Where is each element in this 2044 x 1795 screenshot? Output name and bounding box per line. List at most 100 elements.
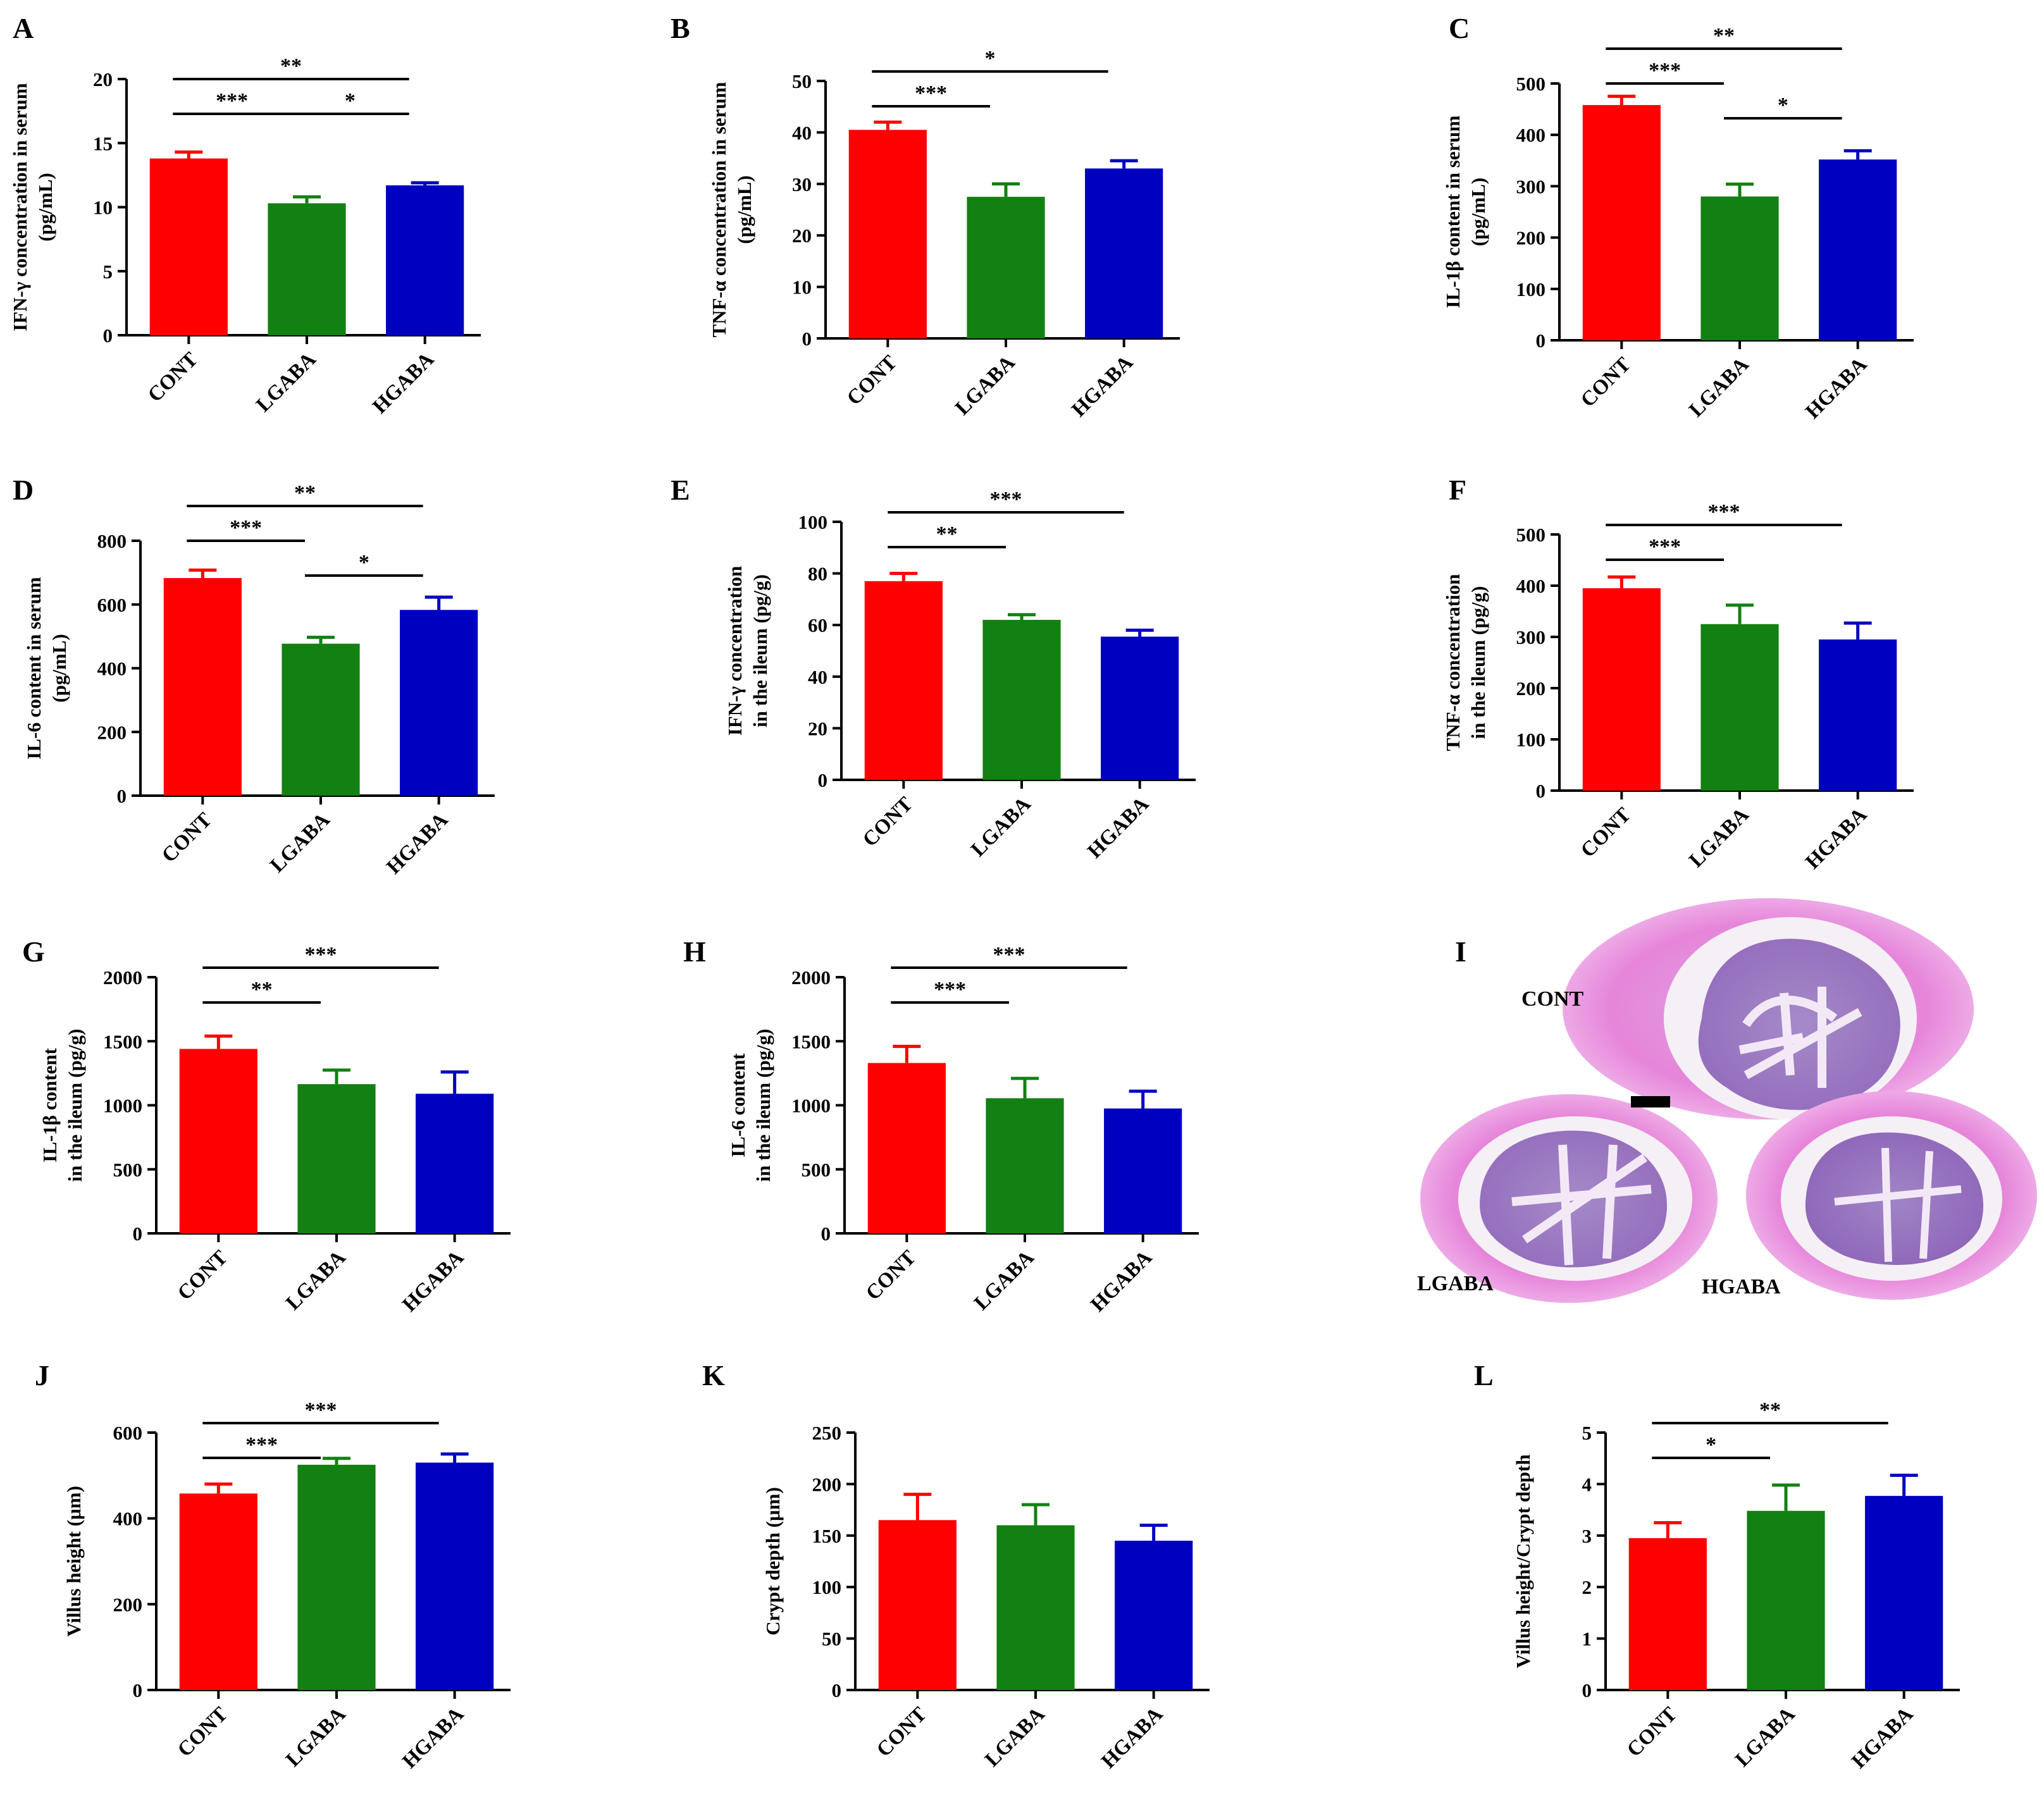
x-tick-label: HGABA: [1801, 353, 1871, 423]
y-tick-label: 300: [1516, 626, 1546, 648]
bar-lgaba: [986, 1098, 1064, 1233]
x-tick-label: HGABA: [368, 348, 438, 418]
bar-cont: [867, 1063, 946, 1233]
bar-cont: [878, 1520, 957, 1690]
bar-lgaba: [282, 643, 360, 796]
bar-lgaba: [268, 203, 346, 335]
significance-label: ***: [245, 1433, 278, 1457]
y-tick-label: 200: [113, 1593, 143, 1615]
y-tick-label: 0: [1582, 1679, 1592, 1701]
x-tick-label: LGABA: [1685, 353, 1754, 422]
significance-label: ***: [934, 978, 966, 1001]
bar-hgaba: [416, 1094, 494, 1233]
bar-cont: [179, 1493, 257, 1690]
y-tick-label: 20: [93, 68, 113, 90]
y-axis-label-line: TNF-α concentration: [1442, 574, 1464, 751]
y-axis-label-line: IL-1β content in serum: [1442, 115, 1464, 308]
panel-letter-F: F: [1449, 474, 1466, 506]
histology-panel: I CONT LGABA HGABA: [1417, 898, 2037, 1303]
y-tick-label: 150: [812, 1525, 842, 1547]
y-tick-label: 40: [792, 121, 812, 144]
y-axis-label-line: IFN-γ concentration in serum: [9, 83, 31, 331]
y-tick-label: 1000: [103, 1095, 142, 1117]
y-axis-label: Villus height/Crypt depth: [1512, 1454, 1534, 1668]
bar-lgaba: [297, 1084, 376, 1233]
chart-B: B 0 10 20 30 40 50 TNF-α concentration in serum…: [671, 12, 1180, 421]
chart-E: E 0 20 40 60 80 100 IFN-γ concentration in the i…: [671, 474, 1196, 863]
significance-label: **: [251, 978, 273, 1001]
significance-label: ***: [305, 1398, 337, 1422]
bar-hgaba: [1865, 1496, 1943, 1690]
bar-hgaba: [386, 185, 464, 335]
bar-lgaba: [996, 1525, 1075, 1690]
y-axis-label: IL-1β content in serum (pg/mL): [1442, 115, 1489, 308]
bar-cont: [848, 130, 927, 338]
bar-hgaba: [400, 610, 478, 796]
y-axis-label-line: in the ileum (pg/g): [749, 574, 771, 727]
y-tick-label: 100: [1516, 729, 1546, 751]
x-tick-label: CONT: [862, 1246, 920, 1305]
significance-label: ***: [230, 516, 262, 540]
y-axis-label-line: Villus height (μm): [63, 1486, 85, 1637]
y-tick-label: 200: [812, 1473, 842, 1495]
significance-label: ***: [990, 488, 1022, 511]
y-tick-label: 250: [812, 1422, 842, 1444]
y-tick-label: 1500: [103, 1030, 142, 1052]
y-axis-label: IFN-γ concentration in serum (pg/mL): [9, 83, 56, 331]
histology-cross-section-lgaba: LGABA: [1417, 1094, 1718, 1303]
y-tick-label: 2: [1582, 1576, 1592, 1598]
y-tick-label: 1000: [791, 1095, 831, 1117]
x-tick-label: LGABA: [967, 793, 1036, 861]
y-tick-label: 300: [1516, 175, 1546, 197]
y-axis-label-line: IL-6 content in serum: [23, 577, 45, 760]
y-tick-label: 50: [822, 1628, 841, 1650]
chart-L: L 0 1 2 3 4 5 Villus height/Crypt depth CONT LGAB…: [1474, 1359, 1960, 1773]
chart-J: J 0 200 400 600 Villus height (μm) CONT LGABA HG…: [35, 1359, 511, 1773]
x-tick-label: CONT: [158, 808, 216, 867]
y-tick-label: 0: [802, 328, 812, 350]
bar-cont: [179, 1049, 257, 1233]
y-axis-label-line: in the ileum (pg/g): [64, 1029, 86, 1182]
bar-hgaba: [1819, 159, 1897, 340]
histology-cross-section-hgaba: HGABA: [1702, 1091, 2037, 1300]
y-axis-label: TNF-α concentration in the ileum (pg/g): [1442, 574, 1489, 751]
y-tick-label: 10: [93, 197, 113, 219]
x-tick-label: LGABA: [970, 1246, 1039, 1315]
y-tick-label: 0: [818, 769, 828, 791]
x-tick-label: LGABA: [282, 1703, 350, 1772]
y-tick-label: 80: [808, 563, 827, 585]
y-axis-label-line: TNF-α concentration in serum: [708, 82, 730, 337]
chart-G: G 0 500 1000 1500 2000 IL-1β content in the ile…: [22, 935, 511, 1316]
bar-hgaba: [1819, 639, 1897, 791]
panel-letter-K: K: [702, 1359, 725, 1391]
y-axis-label: TNF-α concentration in serum (pg/mL): [708, 82, 755, 337]
y-tick-label: 3: [1582, 1525, 1592, 1547]
bar-cont: [1582, 105, 1661, 340]
y-tick-label: 400: [113, 1508, 143, 1530]
y-tick-label: 600: [113, 1422, 143, 1444]
y-axis-label: Villus height (μm): [63, 1486, 85, 1637]
y-tick-label: 800: [97, 530, 127, 552]
significance-label: **: [1759, 1398, 1781, 1422]
panel-letter-I: I: [1455, 935, 1466, 968]
x-tick-label: CONT: [1576, 803, 1635, 862]
bar-hgaba: [1085, 168, 1163, 338]
x-tick-label: CONT: [1576, 353, 1635, 412]
x-tick-label: LGABA: [981, 1703, 1050, 1772]
significance-label: ***: [216, 89, 248, 113]
x-tick-label: HGABA: [398, 1246, 468, 1316]
y-axis-label-line: (pg/mL): [34, 173, 56, 242]
x-tick-label: HGABA: [1086, 1246, 1156, 1316]
significance-label: ***: [915, 82, 947, 105]
histology-label-cont: CONT: [1521, 987, 1584, 1011]
y-tick-label: 100: [1516, 278, 1546, 300]
y-tick-label: 2000: [103, 966, 142, 989]
panel-letter-J: J: [35, 1359, 49, 1391]
bar-lgaba: [967, 197, 1045, 338]
y-tick-label: 0: [832, 1679, 842, 1701]
significance-label: ***: [1708, 500, 1740, 524]
y-tick-label: 100: [798, 511, 828, 533]
y-tick-label: 20: [792, 225, 812, 247]
y-tick-label: 40: [808, 666, 827, 688]
